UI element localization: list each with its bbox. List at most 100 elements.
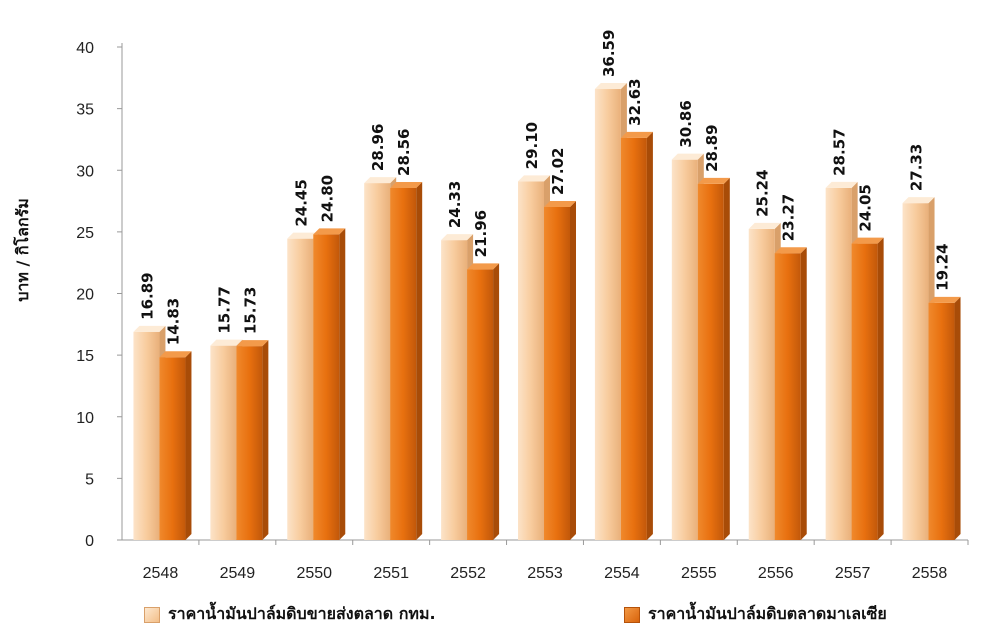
bar-chart: 0 5 10 15 20 25 30 35 40 2548 2549 2550 2551 2552 2553… [12,30,969,582]
bar-top [928,296,961,303]
bar-top [544,200,576,207]
data-label: 36.59 [600,30,618,77]
data-label: 28.96 [369,124,387,171]
bar-top [159,351,192,358]
bar-side [262,340,269,540]
data-label: 25.24 [754,169,772,216]
bar-bangkok [441,240,468,540]
x-tick-label: 2558 [912,565,948,582]
legend-swatch-bangkok [144,606,160,623]
bar-top [697,177,730,184]
bar-side [646,131,653,540]
x-tick-label: 2548 [143,565,179,582]
bar-malaysia [159,357,186,540]
y-tick-label: 15 [76,348,94,365]
x-tick-label: 2550 [296,565,332,582]
bar-side [723,177,730,540]
bar-top [467,263,500,270]
data-label: 24.05 [857,184,875,231]
x-tick-label: 2556 [758,565,794,582]
y-tick-label: 35 [76,102,94,119]
data-label: 23.27 [780,194,798,241]
bar-top [825,181,858,188]
x-tick-label: 2557 [835,565,871,582]
bar-side [185,351,192,540]
bar-side [493,263,500,540]
bar-malaysia [774,253,801,540]
data-label: 16.89 [138,272,156,319]
y-tick-label: 10 [76,410,94,427]
axes: 0 5 10 15 20 25 30 35 40 2548 2549 2550 2551 2552 2553… [76,40,969,582]
bar-top [364,177,397,184]
bar-bangkok [825,187,852,540]
x-tick-label: 2552 [450,565,486,582]
y-tick-label: 30 [76,163,94,180]
data-labels: 16.89 15.77 24.45 28.96 24.33 29.10 36.59 30.86… [138,30,951,346]
x-tick-label: 2555 [681,565,717,582]
bar-malaysia [620,137,647,540]
bar-top [313,228,346,235]
data-label: 24.80 [318,175,336,222]
legend-item-malaysia: ราคาน้ำมันปาล์มดิบตลาดมาเลเซีย [624,602,887,627]
legend: ราคาน้ำมันปาล์มดิบขายส่งตลาด กทม. ราคาน้… [0,602,988,630]
y-tick-label: 5 [85,471,94,488]
x-tick-label: 2549 [220,565,256,582]
data-label: 24.45 [292,179,310,226]
bar-side [877,237,884,541]
data-label: 14.83 [164,298,182,345]
bar-top [620,131,653,138]
bar-top [594,83,627,90]
bar-bangkok [210,345,237,540]
data-label: 27.33 [908,144,926,191]
bar-side [339,228,346,540]
bar-malaysia [544,206,570,540]
y-tick-label: 20 [76,287,94,304]
x-tick-label: 2553 [527,565,563,582]
bar-bangkok [671,159,698,540]
bar-bangkok [594,89,621,540]
bar-bangkok [287,238,314,540]
data-label: 28.89 [703,124,721,171]
legend-label-bangkok: ราคาน้ำมันปาล์มดิบขายส่งตลาด กทม. [168,604,436,623]
bar-malaysia [390,187,417,541]
bar-malaysia [697,183,724,540]
bar-side [954,296,961,540]
bar-side [800,247,807,540]
legend-swatch-malaysia [624,606,640,623]
data-label: 27.02 [549,148,567,195]
bar-side [570,200,576,540]
bar-top [236,340,269,347]
legend-item-bangkok: ราคาน้ำมันปาล์มดิบขายส่งตลาด กทม. [144,602,436,627]
bar-top [902,197,935,204]
bar-top [287,232,320,239]
data-label: 21.96 [472,210,490,257]
data-label: 28.57 [831,128,849,175]
y-axis-label: บาท / กิโลกรัม [12,198,32,302]
bar-malaysia [928,302,955,540]
bar-bangkok [748,228,775,541]
bar-top [390,181,423,188]
legend-label-malaysia: ราคาน้ำมันปาล์มดิบตลาดมาเลเซีย [648,604,887,623]
bar-bangkok [364,183,391,540]
data-label: 15.73 [241,287,259,334]
bar-top [210,339,243,346]
data-label: 30.86 [677,100,695,147]
bars [133,83,961,541]
bar-malaysia [236,346,263,540]
data-label: 29.10 [523,122,541,169]
y-tick-label: 40 [76,40,94,57]
data-label: 15.77 [215,286,233,333]
bar-bangkok [133,331,160,540]
bar-top [133,325,166,332]
bar-top [518,175,550,182]
bar-top [851,237,884,244]
x-tick-label: 2554 [604,565,640,582]
x-tick-label: 2551 [373,565,409,582]
data-label: 24.33 [446,181,464,228]
bar-bangkok [902,203,929,540]
bar-bangkok [518,181,544,540]
bar-top [774,247,807,254]
bar-top [748,222,781,229]
data-label: 32.63 [626,78,644,125]
bar-top [441,234,474,241]
